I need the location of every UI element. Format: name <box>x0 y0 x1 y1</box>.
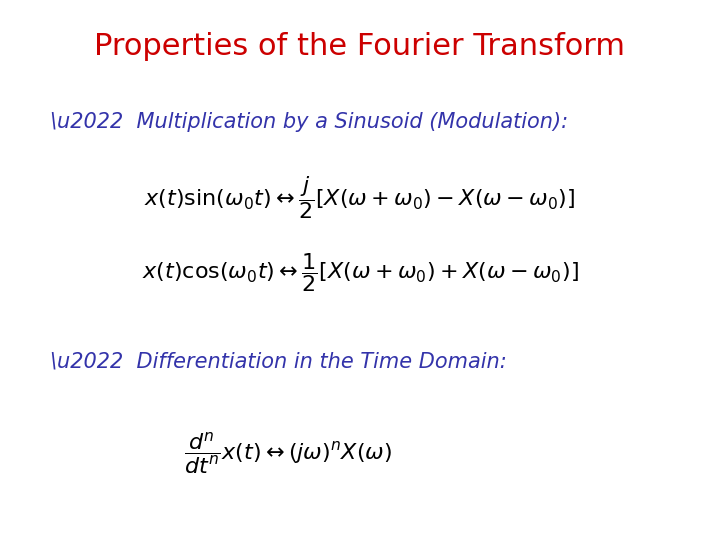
Text: $\dfrac{d^n}{dt^n}x(t) \leftrightarrow (j\omega)^n X(\omega)$: $\dfrac{d^n}{dt^n}x(t) \leftrightarrow (… <box>184 431 392 476</box>
Text: $x(t)\cos(\omega_0 t) \leftrightarrow \dfrac{1}{2}\left[X(\omega+\omega_0) + X(\: $x(t)\cos(\omega_0 t) \leftrightarrow \d… <box>142 251 578 294</box>
Text: \u2022  Differentiation in the Time Domain:: \u2022 Differentiation in the Time Domai… <box>50 352 507 372</box>
Text: $x(t)\sin(\omega_0 t) \leftrightarrow \dfrac{j}{2}\left[X(\omega+\omega_0) - X(\: $x(t)\sin(\omega_0 t) \leftrightarrow \d… <box>144 174 576 220</box>
Text: \u2022  Multiplication by a Sinusoid (Modulation):: \u2022 Multiplication by a Sinusoid (Mod… <box>50 111 569 132</box>
Text: Properties of the Fourier Transform: Properties of the Fourier Transform <box>94 32 626 62</box>
